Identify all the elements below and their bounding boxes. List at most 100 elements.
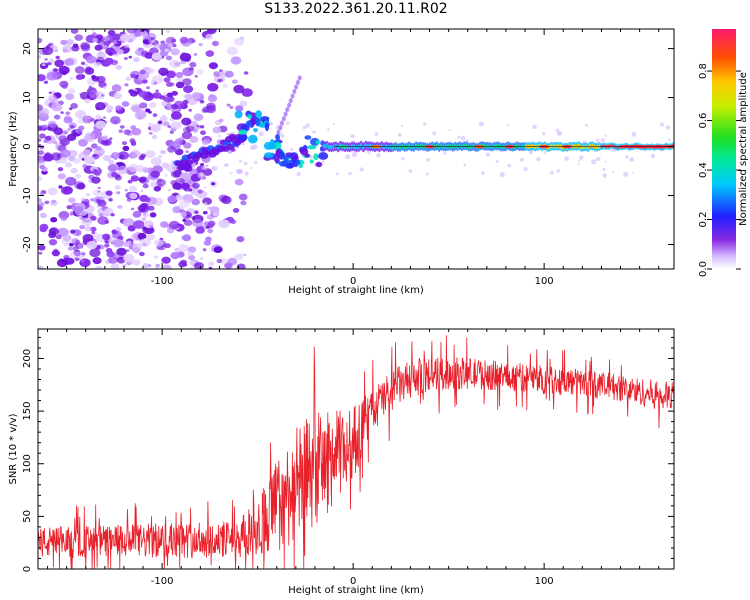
y-tick-label: 150 bbox=[22, 402, 33, 421]
x-tick-label: 0 bbox=[350, 276, 356, 287]
spectrogram-cell bbox=[211, 165, 218, 171]
spectrogram-cell bbox=[91, 176, 101, 184]
spectrogram-cell bbox=[243, 161, 248, 166]
spectrogram-cell bbox=[207, 228, 214, 234]
spectrogram-cell bbox=[485, 152, 490, 157]
y-tick-label: 0 bbox=[22, 566, 33, 572]
spectrogram-cell bbox=[285, 107, 290, 113]
spectrogram-cell bbox=[38, 244, 46, 251]
spectrogram-cell bbox=[233, 84, 245, 94]
spectrogram-cell bbox=[350, 134, 355, 139]
spectrogram-cell bbox=[66, 133, 77, 141]
spectrogram-cell bbox=[224, 70, 234, 78]
spectrogram-cell bbox=[38, 54, 42, 59]
spectrogram-cell bbox=[140, 30, 149, 37]
spectrogram-cell bbox=[130, 175, 139, 182]
spectrogram-cell bbox=[62, 130, 68, 134]
spectrogram-cell bbox=[667, 138, 671, 142]
spectrogram-cell bbox=[167, 188, 172, 192]
spectrogram-cell bbox=[133, 57, 140, 63]
spectrogram-cell bbox=[604, 134, 607, 137]
spectrogram-cell bbox=[578, 159, 581, 162]
spectrogram-cell bbox=[197, 189, 203, 194]
spectrogram-cell bbox=[164, 243, 171, 249]
spectrogram-cell bbox=[126, 198, 132, 202]
spectrogram-cell bbox=[98, 213, 104, 218]
spectrogram-cell bbox=[39, 192, 44, 196]
spectrogram-cell bbox=[292, 89, 297, 94]
spectrogram-cell bbox=[167, 146, 176, 153]
spectrogram-cell bbox=[138, 176, 147, 183]
spectrogram-cell bbox=[145, 150, 156, 159]
spectrogram-cell bbox=[198, 43, 203, 47]
spectrogram-cell bbox=[181, 117, 192, 126]
spectrogram-cell bbox=[142, 183, 149, 189]
spectrogram-cell bbox=[209, 206, 220, 214]
spectrogram-cell bbox=[519, 157, 524, 162]
spectrogram-cell bbox=[315, 139, 320, 145]
spectrogram-cell bbox=[197, 172, 205, 179]
spectrogram-cell bbox=[67, 246, 73, 251]
spectrogram-cell bbox=[139, 251, 145, 257]
spectrogram-cell bbox=[189, 136, 199, 143]
spectrogram-cell bbox=[135, 164, 145, 173]
spectrogram-cell bbox=[118, 129, 123, 133]
spectrogram-cell bbox=[660, 122, 665, 127]
spectrogram-cell bbox=[38, 125, 43, 131]
spectrogram-cell bbox=[75, 242, 84, 249]
spectrogram-cell bbox=[170, 38, 177, 43]
spectrogram-cell bbox=[199, 99, 205, 104]
spectrogram-cell bbox=[249, 146, 253, 150]
spectrogram-cell bbox=[51, 249, 61, 257]
y-tick-label: 0 bbox=[22, 143, 33, 149]
spectrogram-cell bbox=[321, 160, 325, 163]
spectrogram-cell bbox=[258, 131, 264, 137]
spectrogram-cell bbox=[327, 128, 330, 131]
spectrogram-cell bbox=[116, 191, 121, 195]
spectrogram-cell bbox=[180, 259, 188, 266]
spectrogram-cell bbox=[53, 68, 58, 72]
spectrogram-cell bbox=[147, 122, 154, 128]
spectrogram-cell bbox=[211, 40, 219, 47]
spectrogram-cell bbox=[94, 44, 103, 51]
spectrogram-cell bbox=[611, 170, 615, 173]
spectrogram-cell bbox=[161, 256, 171, 264]
spectrogram-cell bbox=[368, 153, 371, 156]
spectrogram-cell bbox=[220, 258, 228, 265]
spectrogram-cell bbox=[250, 167, 253, 170]
colorbar-ticks: 0.0 0.2 0.4 0.6 0.8 bbox=[698, 63, 741, 277]
spectrogram-cell bbox=[130, 207, 135, 211]
spectrogram-cell bbox=[101, 94, 105, 97]
spectrogram-cell bbox=[146, 233, 156, 241]
spectrogram-cell bbox=[154, 255, 159, 259]
spectrogram-cell bbox=[287, 102, 292, 108]
spectrogram-cell bbox=[190, 191, 196, 195]
spectrogram-cell bbox=[149, 224, 154, 228]
spectrogram-cell bbox=[132, 210, 142, 218]
spectrogram-cell bbox=[38, 265, 44, 269]
spectrogram-cell bbox=[304, 135, 312, 140]
spectrogram-cell bbox=[84, 98, 91, 104]
spectrogram-cell bbox=[239, 100, 248, 107]
spectrogram-cell bbox=[141, 217, 147, 221]
spectrogram-cell bbox=[117, 165, 129, 175]
spectrogram-cell bbox=[288, 98, 293, 104]
spectrogram-cell bbox=[84, 156, 95, 165]
spectrogram-cell bbox=[200, 163, 205, 167]
spectrogram-cell bbox=[193, 113, 204, 121]
spectrogram-cell bbox=[134, 103, 138, 107]
spectrogram-cell bbox=[176, 76, 184, 83]
colorbar-tick-label: 0.8 bbox=[698, 63, 709, 79]
spectrogram-cell bbox=[128, 185, 138, 193]
spectrogram-cell bbox=[201, 165, 208, 171]
spectrogram-cell bbox=[297, 75, 302, 81]
spectrogram-cell bbox=[543, 151, 547, 155]
spectrogram-cell bbox=[585, 123, 588, 127]
spectrogram-cell bbox=[170, 180, 178, 186]
spectrogram-cell bbox=[550, 170, 554, 175]
spectrogram-cell bbox=[128, 89, 135, 94]
spectrogram-cell bbox=[38, 150, 44, 156]
spectrogram-cell bbox=[91, 231, 96, 235]
spectrogram-cell bbox=[556, 169, 560, 173]
spectrogram-cell bbox=[104, 207, 114, 216]
